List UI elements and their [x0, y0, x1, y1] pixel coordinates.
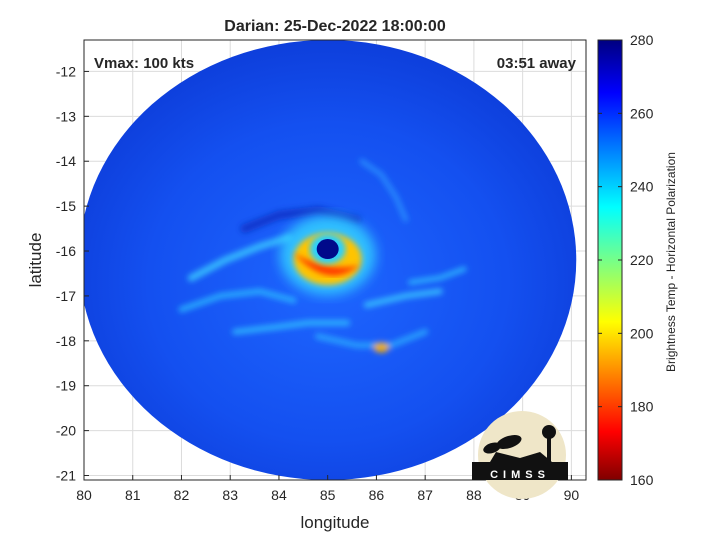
colorbar-label: Brightness Temp - Horizontal Polarizatio… [664, 152, 678, 372]
warm-spot [373, 342, 390, 353]
rainband [187, 234, 293, 282]
eye [316, 239, 339, 260]
y-tick-label: -19 [56, 378, 76, 394]
rainband [314, 328, 429, 349]
colorbar-tick-label: 160 [630, 472, 654, 488]
y-tick-label: -18 [56, 333, 76, 349]
rainband [408, 266, 467, 285]
x-tick-label: 85 [320, 487, 336, 503]
colorbar-tick-label: 240 [630, 179, 654, 195]
rainband [240, 206, 362, 234]
rainband [359, 158, 409, 223]
y-tick-label: -17 [56, 288, 76, 304]
x-tick-label: 81 [125, 487, 141, 503]
cimss-logo-text: CIMSS [490, 469, 550, 481]
eyewall-hot [293, 253, 360, 276]
colorbar-tick-label: 220 [630, 252, 654, 268]
x-tick-label: 80 [76, 487, 92, 503]
brightness-temp-image [84, 40, 577, 480]
rainband [363, 288, 443, 308]
colorbar-tick-label: 180 [630, 399, 654, 415]
x-tick-label: 83 [222, 487, 238, 503]
x-tick-label: 90 [564, 487, 580, 503]
time-away-annotation: 03:51 away [497, 55, 577, 72]
y-tick-label: -12 [56, 63, 76, 79]
chart-title: Darian: 25-Dec-2022 18:00:00 [224, 18, 446, 35]
cimss-logo: CIMSS [472, 411, 568, 499]
y-tick-label: -15 [56, 198, 76, 214]
x-tick-label: 82 [174, 487, 190, 503]
rainband [232, 319, 351, 335]
colorbar-tick-label: 280 [630, 32, 654, 48]
y-tick-label: -13 [56, 108, 76, 124]
rainbands [178, 158, 467, 353]
x-axis: 8081828384858687888990 [76, 475, 579, 503]
vmax-annotation: Vmax: 100 kts [94, 55, 194, 72]
y-tick-label: -14 [56, 153, 76, 169]
y-axis: -12 -13 -14 -15 -16 -17 -18 -19 -20 -21 [56, 63, 89, 484]
colorbar-tick-label: 260 [630, 105, 654, 121]
x-axis-label: longitude [300, 513, 369, 532]
y-tick-label: -20 [56, 423, 76, 439]
colorbar-tick-label: 200 [630, 325, 654, 341]
y-tick-label: -21 [56, 468, 76, 484]
rainband [178, 288, 297, 313]
colorbar-ticks: 160 180 200 220 240 260 280 [598, 32, 654, 488]
eye-region [279, 215, 376, 296]
x-tick-label: 86 [369, 487, 385, 503]
y-tick-label: -16 [56, 243, 76, 259]
plot-frame [83, 39, 587, 481]
y-axis-label: latitude [26, 233, 45, 288]
x-tick-label: 88 [466, 487, 482, 503]
x-tick-label: 87 [417, 487, 433, 503]
x-tick-label: 84 [271, 487, 287, 503]
